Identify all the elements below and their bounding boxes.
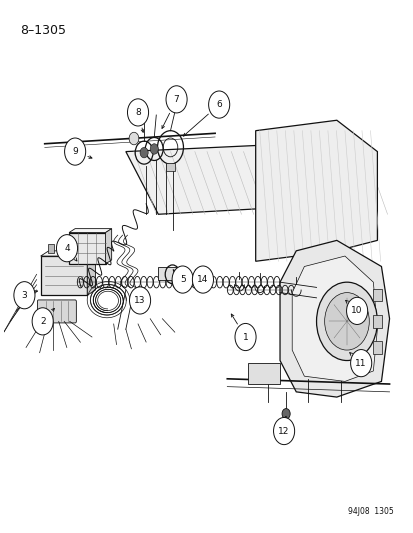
Text: 7: 7 — [173, 95, 179, 104]
Polygon shape — [126, 141, 368, 214]
Text: 12: 12 — [278, 426, 289, 435]
Text: 10: 10 — [351, 306, 362, 316]
FancyBboxPatch shape — [165, 163, 175, 171]
Polygon shape — [279, 240, 389, 397]
Circle shape — [129, 287, 150, 314]
Text: 6: 6 — [216, 100, 221, 109]
Text: 94J08  1305: 94J08 1305 — [347, 507, 393, 516]
Circle shape — [14, 281, 35, 309]
FancyBboxPatch shape — [158, 266, 182, 280]
Circle shape — [129, 132, 138, 145]
Polygon shape — [69, 232, 105, 264]
Text: 8–1305: 8–1305 — [20, 23, 66, 37]
Circle shape — [32, 308, 53, 335]
Circle shape — [166, 86, 187, 113]
FancyBboxPatch shape — [247, 363, 279, 384]
Text: 1: 1 — [242, 333, 248, 342]
Polygon shape — [87, 251, 95, 295]
Text: 13: 13 — [134, 296, 145, 305]
Circle shape — [346, 297, 367, 325]
Text: 14: 14 — [197, 275, 208, 284]
Circle shape — [350, 350, 371, 377]
FancyBboxPatch shape — [37, 300, 76, 323]
Circle shape — [150, 144, 158, 154]
Text: 11: 11 — [355, 359, 366, 368]
Circle shape — [235, 324, 256, 351]
Polygon shape — [255, 120, 377, 261]
Circle shape — [281, 409, 290, 419]
Circle shape — [324, 293, 368, 350]
Polygon shape — [105, 229, 112, 264]
FancyBboxPatch shape — [373, 289, 381, 302]
FancyBboxPatch shape — [47, 244, 54, 253]
Circle shape — [140, 148, 148, 158]
FancyBboxPatch shape — [373, 341, 381, 354]
Circle shape — [172, 266, 193, 293]
Circle shape — [208, 91, 229, 118]
Circle shape — [316, 282, 377, 360]
Circle shape — [56, 235, 77, 262]
FancyBboxPatch shape — [64, 244, 70, 253]
FancyBboxPatch shape — [373, 315, 381, 328]
Polygon shape — [40, 256, 87, 295]
Polygon shape — [292, 256, 377, 382]
Circle shape — [273, 417, 294, 445]
Text: 5: 5 — [179, 275, 185, 284]
Text: 4: 4 — [64, 244, 70, 253]
Circle shape — [192, 266, 213, 293]
Polygon shape — [40, 251, 95, 256]
Text: 3: 3 — [21, 290, 27, 300]
Text: 2: 2 — [40, 317, 45, 326]
Text: 8: 8 — [135, 108, 140, 117]
Text: 9: 9 — [72, 147, 78, 156]
Circle shape — [64, 138, 85, 165]
Polygon shape — [69, 229, 112, 232]
Circle shape — [127, 99, 148, 126]
